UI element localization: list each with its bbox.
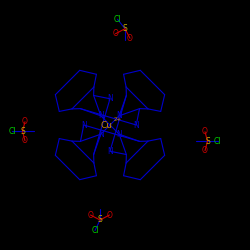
Text: O: O <box>22 136 28 145</box>
Text: N: N <box>134 120 139 130</box>
Text: S: S <box>205 137 210 146</box>
Text: O: O <box>127 34 133 43</box>
Text: O: O <box>22 117 28 126</box>
Text: S: S <box>122 24 128 33</box>
Text: S: S <box>20 127 25 136</box>
Text: N: N <box>116 111 122 120</box>
Text: O: O <box>106 210 112 220</box>
Text: O: O <box>202 127 208 136</box>
Text: N: N <box>98 111 104 120</box>
Text: N: N <box>81 120 87 130</box>
Text: Cl: Cl <box>114 15 121 24</box>
Text: Cl: Cl <box>9 127 16 136</box>
Text: Cl: Cl <box>214 137 221 146</box>
Text: O: O <box>88 210 94 220</box>
Text: Cu: Cu <box>100 120 112 130</box>
Text: N: N <box>116 130 122 139</box>
Text: Cl: Cl <box>91 226 99 235</box>
Text: S: S <box>98 216 102 224</box>
Text: 2+: 2+ <box>114 117 122 122</box>
Text: N: N <box>107 94 113 103</box>
Text: N: N <box>107 147 113 156</box>
Text: O: O <box>202 146 208 155</box>
Text: N: N <box>98 130 104 139</box>
Text: O: O <box>112 29 118 38</box>
